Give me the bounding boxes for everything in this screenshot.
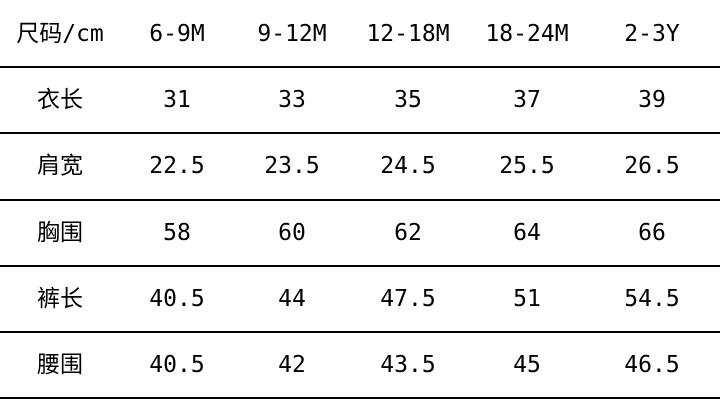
value-cell: 58 (163, 220, 191, 246)
row-rule (0, 66, 720, 68)
row-label: 裤长 (37, 286, 83, 312)
value-cell: 23.5 (264, 153, 320, 179)
value-cell: 60 (278, 220, 306, 246)
value-cell: 22.5 (149, 153, 205, 179)
value-cell: 45 (513, 352, 541, 378)
value-cell: 37 (513, 87, 541, 113)
value-cell: 64 (513, 220, 541, 246)
value-cell: 42 (278, 352, 306, 378)
header-cell: 9-12M (257, 21, 327, 47)
row-rule (0, 132, 720, 134)
value-cell: 47.5 (380, 286, 436, 312)
row-rule (0, 199, 720, 201)
value-cell: 33 (278, 87, 306, 113)
header-cell: 18-24M (485, 21, 569, 47)
value-cell: 31 (163, 87, 191, 113)
value-cell: 39 (638, 87, 666, 113)
value-cell: 40.5 (149, 286, 205, 312)
value-cell: 43.5 (380, 352, 436, 378)
row-rule (0, 397, 720, 399)
row-label: 肩宽 (37, 153, 83, 179)
value-cell: 40.5 (149, 352, 205, 378)
header-cell: 2-3Y (624, 21, 680, 47)
header-cell: 12-18M (366, 21, 450, 47)
value-cell: 54.5 (624, 286, 680, 312)
value-cell: 46.5 (624, 352, 680, 378)
row-rule (0, 265, 720, 267)
row-rule (0, 331, 720, 333)
value-cell: 35 (394, 87, 422, 113)
row-label: 腰围 (37, 352, 83, 378)
header-cell: 尺码/cm (16, 21, 104, 47)
value-cell: 24.5 (380, 153, 436, 179)
value-cell: 44 (278, 286, 306, 312)
row-label: 胸围 (37, 220, 83, 246)
header-cell: 6-9M (149, 21, 205, 47)
row-label: 衣长 (37, 87, 83, 113)
value-cell: 51 (513, 286, 541, 312)
value-cell: 25.5 (499, 153, 555, 179)
value-cell: 26.5 (624, 153, 680, 179)
value-cell: 62 (394, 220, 422, 246)
value-cell: 66 (638, 220, 666, 246)
